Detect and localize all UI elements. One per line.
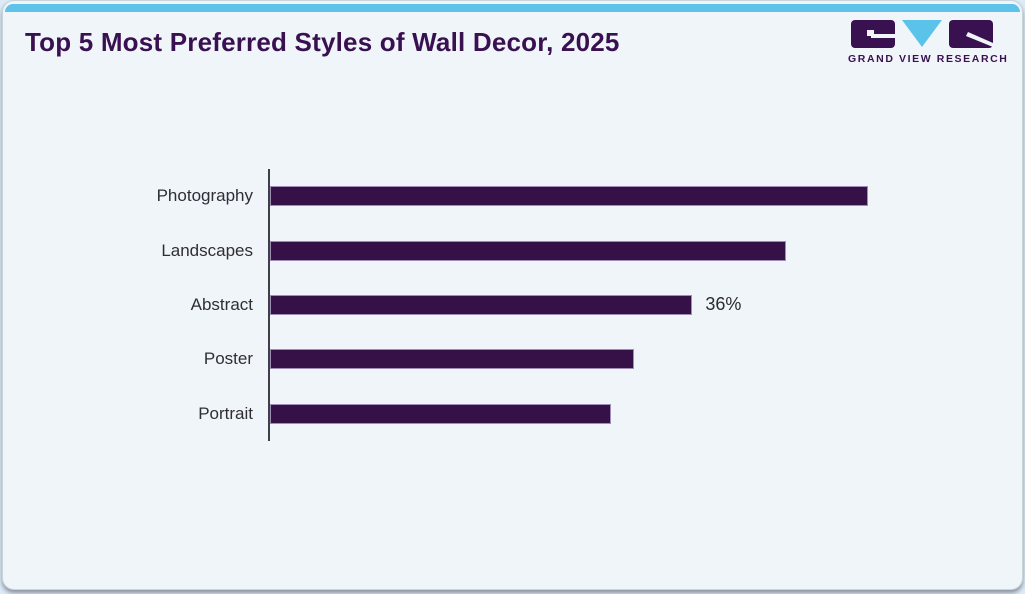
page-title: Top 5 Most Preferred Styles of Wall Deco… (25, 27, 620, 57)
bar-chart: Photography Landscapes Abstract 36% Post… (3, 167, 1013, 457)
chart-row: Portrait (3, 387, 1013, 441)
gvr-letter-v-icon (902, 20, 942, 47)
grand-view-research-logo: GRAND VIEW RESEARCH (848, 19, 1009, 65)
chart-row: Abstract 36% (3, 278, 1013, 332)
card-top-accent-bar (5, 4, 1020, 12)
category-label: Photography (156, 186, 253, 206)
category-label: Landscapes (161, 240, 253, 260)
bar-poster (270, 349, 634, 370)
gvr-letter-g-icon (851, 20, 895, 48)
chart-row: Photography (3, 169, 1013, 223)
category-label: Portrait (198, 403, 253, 423)
gvr-logo-icon (851, 20, 993, 48)
brand-name: GRAND VIEW RESEARCH (848, 53, 1009, 65)
bar-portrait (270, 403, 611, 424)
bar-landscapes (270, 240, 786, 261)
category-label: Abstract (190, 294, 253, 314)
category-label: Poster (203, 349, 253, 369)
data-label: 36% (705, 294, 742, 315)
header: Top 5 Most Preferred Styles of Wall Deco… (25, 19, 1009, 65)
bar-abstract (270, 294, 693, 315)
chart-row: Landscapes (3, 223, 1013, 277)
chart-rows: Photography Landscapes Abstract 36% Post… (3, 169, 1013, 441)
chart-row: Poster (3, 332, 1013, 386)
y-axis-line (268, 169, 270, 441)
bar-photography (270, 186, 868, 207)
gvr-letter-r-icon (949, 20, 993, 48)
